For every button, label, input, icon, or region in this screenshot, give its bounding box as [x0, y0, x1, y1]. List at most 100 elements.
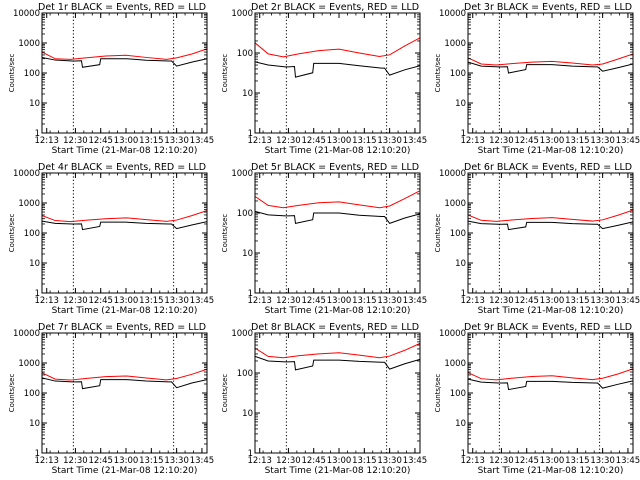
series-line — [255, 210, 420, 224]
x-tick-label: 12:45 — [88, 456, 113, 466]
x-tick-label: 13:30 — [377, 296, 402, 306]
x-tick-label: 13:15 — [352, 136, 377, 146]
y-tick-label: 1 — [248, 289, 253, 299]
x-tick-label: 13:00 — [327, 456, 352, 466]
series-line — [468, 378, 633, 391]
plot-frame — [254, 332, 421, 454]
x-tick-label: 13:00 — [327, 296, 352, 306]
y-tick-label: 1 — [35, 129, 40, 139]
x-tick-label: 12:30 — [276, 456, 301, 466]
x-tick-label: 12:13 — [247, 136, 272, 146]
y-tick-label: 1000 — [231, 169, 253, 179]
x-tick-label: 13:30 — [590, 296, 615, 306]
y-tick-label: 100 — [450, 389, 466, 399]
chart-panel-9: Det 9r BLACK = Events, RED = LLD 1 10 100 10… — [434, 322, 640, 476]
x-tick-label: 13:30 — [590, 456, 615, 466]
series-line — [42, 220, 207, 231]
x-axis-label: Start Time (21-Mar-08 12:10:20) — [265, 466, 411, 476]
x-tick-label: 12:45 — [301, 296, 326, 306]
y-tick-label: 1000 — [444, 359, 466, 369]
x-axis-label: Start Time (21-Mar-08 12:10:20) — [52, 306, 198, 316]
series-line — [42, 210, 207, 223]
x-tick-label: 13:00 — [114, 136, 139, 146]
x-tick-label: 12:30 — [63, 456, 88, 466]
plot-frame — [41, 12, 208, 134]
y-tick-label: 1000 — [18, 39, 40, 49]
x-tick-label: 12:13 — [34, 136, 59, 146]
x-tick-label: 12:13 — [34, 456, 59, 466]
series-line — [42, 368, 207, 381]
x-tick-label: 12:13 — [34, 296, 59, 306]
plot-frame — [467, 332, 634, 454]
x-tick-label: 12:45 — [514, 296, 539, 306]
chart-title: Det 5r BLACK = Events, RED = LLD — [251, 162, 419, 173]
x-tick-label: 13:45 — [616, 296, 640, 306]
y-tick-label: 100 — [450, 229, 466, 239]
y-tick-label: 1 — [461, 129, 466, 139]
x-tick-label: 12:30 — [63, 136, 88, 146]
series-line — [255, 190, 420, 209]
x-tick-label: 13:30 — [590, 136, 615, 146]
y-tick-label: 10 — [455, 99, 466, 109]
y-tick-label: 1 — [35, 289, 40, 299]
chart-panel-7: Det 7r BLACK = Events, RED = LLD 1 10 100 10… — [8, 322, 214, 476]
x-tick-label: 13:00 — [327, 136, 352, 146]
y-tick-label: 100 — [24, 389, 40, 399]
chart-panel-2: Det 2r BLACK = Events, RED = LLD 1 10 100 10… — [221, 2, 427, 156]
series-line — [42, 56, 207, 68]
x-axis-label: Start Time (21-Mar-08 12:10:20) — [265, 306, 411, 316]
x-axis-label: Start Time (21-Mar-08 12:10:20) — [478, 466, 624, 476]
y-tick-label: 100 — [237, 49, 253, 59]
y-tick-label: 1000 — [231, 329, 253, 339]
chart-panel-4: Det 4r BLACK = Events, RED = LLD 1 10 100 10… — [8, 162, 214, 316]
y-axis-label: Counts/sec — [8, 374, 16, 413]
x-tick-label: 13:30 — [164, 136, 189, 146]
plot-frame — [467, 172, 634, 294]
x-tick-label: 12:13 — [460, 136, 485, 146]
x-tick-label: 13:00 — [114, 296, 139, 306]
chart-title: Det 4r BLACK = Events, RED = LLD — [38, 162, 206, 173]
y-axis-label: Counts/sec — [221, 54, 229, 93]
y-axis-label: Counts/sec — [8, 214, 16, 253]
series-line — [468, 209, 633, 222]
x-tick-label: 12:45 — [88, 296, 113, 306]
y-tick-label: 10 — [242, 89, 253, 99]
x-tick-label: 13:45 — [616, 136, 640, 146]
x-tick-label: 13:15 — [139, 456, 164, 466]
x-tick-label: 13:45 — [616, 456, 640, 466]
y-tick-label: 10000 — [439, 329, 466, 339]
y-tick-label: 10 — [29, 259, 40, 269]
x-axis-label: Start Time (21-Mar-08 12:10:20) — [478, 306, 624, 316]
series-line — [42, 48, 207, 60]
chart-panel-1: Det 1r BLACK = Events, RED = LLD 1 10 100 10… — [8, 2, 214, 156]
x-tick-label: 12:30 — [489, 136, 514, 146]
x-tick-label: 12:13 — [247, 456, 272, 466]
y-tick-label: 10 — [242, 409, 253, 419]
x-tick-label: 13:45 — [403, 456, 428, 466]
x-tick-label: 13:00 — [114, 456, 139, 466]
x-tick-label: 12:13 — [247, 296, 272, 306]
chart-panel-6: Det 6r BLACK = Events, RED = LLD 1 10 100 10… — [434, 162, 640, 316]
series-line — [255, 355, 420, 371]
x-axis-label: Start Time (21-Mar-08 12:10:20) — [52, 146, 198, 156]
chart-title: Det 8r BLACK = Events, RED = LLD — [251, 322, 419, 333]
series-line — [42, 377, 207, 390]
y-tick-label: 10 — [29, 419, 40, 429]
x-tick-label: 13:30 — [377, 136, 402, 146]
y-tick-label: 10 — [455, 259, 466, 269]
x-axis-label: Start Time (21-Mar-08 12:10:20) — [265, 146, 411, 156]
y-tick-label: 10 — [242, 249, 253, 259]
chart-title: Det 1r BLACK = Events, RED = LLD — [38, 2, 206, 13]
y-axis-label: Counts/sec — [434, 54, 442, 93]
chart-panel-5: Det 5r BLACK = Events, RED = LLD 1 10 100 10… — [221, 162, 427, 316]
plot-frame — [467, 12, 634, 134]
y-tick-label: 100 — [237, 209, 253, 219]
y-tick-label: 1000 — [18, 359, 40, 369]
chart-title: Det 2r BLACK = Events, RED = LLD — [251, 2, 419, 13]
x-tick-label: 12:30 — [489, 296, 514, 306]
y-tick-label: 1000 — [444, 39, 466, 49]
x-tick-label: 13:45 — [403, 296, 428, 306]
y-tick-label: 10000 — [13, 169, 40, 179]
series-line — [255, 342, 420, 359]
x-tick-label: 12:30 — [276, 296, 301, 306]
